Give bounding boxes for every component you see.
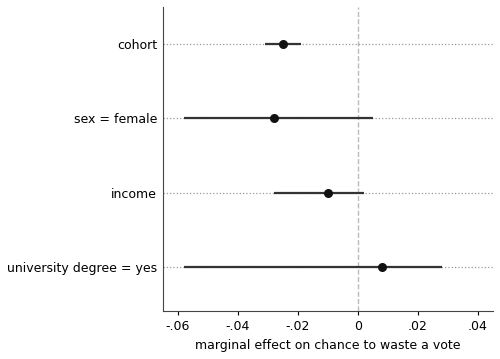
X-axis label: marginal effect on chance to waste a vote: marginal effect on chance to waste a vot… <box>195 339 460 352</box>
